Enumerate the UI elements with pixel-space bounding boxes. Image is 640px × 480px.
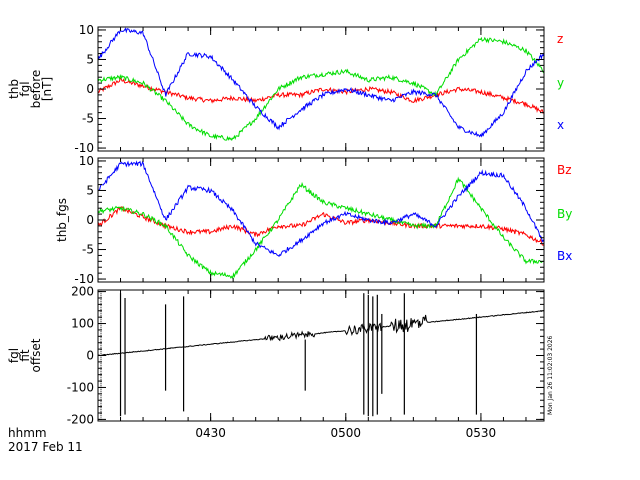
y-axis-label: thb_fgs — [55, 198, 69, 242]
y-axis-label-line: before — [29, 70, 43, 109]
y-tick-label: 5 — [86, 183, 94, 197]
series-line-by — [97, 176, 545, 280]
y-tick-label: -5 — [82, 243, 94, 257]
series-line-bx — [97, 160, 545, 258]
y-tick-label: 0 — [86, 349, 94, 363]
y-tick-label: 0 — [86, 213, 94, 227]
y-tick-label: 200 — [71, 285, 94, 299]
y-tick-label: 10 — [79, 23, 94, 37]
legend-entry-bx: Bx — [557, 249, 572, 263]
footer-date: 2017 Feb 11 — [8, 440, 83, 454]
legend-entry-z: z — [557, 32, 563, 46]
y-axis-label-line: fgl — [18, 81, 32, 96]
y-tick-label: -10 — [74, 272, 94, 286]
y-tick-label: 0 — [86, 82, 94, 96]
x-tick-label: 0530 — [466, 426, 497, 440]
y-axis-label-line: offset — [29, 338, 43, 372]
x-tick-label: 0430 — [195, 426, 226, 440]
y-axis-label-line: [nT] — [40, 77, 54, 101]
y-axis-label-line: fit — [18, 349, 32, 362]
legend: Bz By Bx — [557, 163, 572, 263]
panel-thb-fgs: -10 -5 0 5 10 thb_fgs Bz By Bx — [55, 154, 572, 286]
series-line-y — [97, 36, 545, 142]
timestamp-label: Mon Jan 26 11:02:03 2026 — [547, 335, 554, 415]
series-line-z — [97, 77, 545, 114]
plot-area: -200 -100 0 100 200 0430 0500 0530 — [67, 285, 545, 440]
legend-entry-x: x — [557, 118, 564, 132]
x-tick-label: 0500 — [331, 426, 362, 440]
y-tick-label: -5 — [82, 112, 94, 126]
legend-entry-y: y — [557, 76, 564, 90]
y-tick-label: 10 — [79, 154, 94, 168]
series-line-x — [97, 27, 545, 138]
footer-units: hhmm — [8, 426, 47, 440]
plot-area: -10 -5 0 5 10 — [74, 23, 545, 155]
legend-entry-bz: Bz — [557, 163, 572, 177]
y-tick-label: 5 — [86, 52, 94, 66]
y-tick-label: -100 — [67, 380, 94, 394]
series-line-offset — [97, 310, 545, 357]
series-line-bz — [97, 206, 545, 246]
legend: z y x — [557, 32, 564, 132]
y-axis-label-line: thb — [7, 79, 21, 99]
y-tick-label: -200 — [67, 412, 94, 426]
y-axis-label-line: thb_fgs — [55, 198, 69, 242]
y-tick-label: -10 — [74, 141, 94, 155]
y-axis-label-line: fgl — [7, 348, 21, 363]
legend-entry-by: By — [557, 207, 572, 221]
y-tick-label: 100 — [71, 317, 94, 331]
plot-area: -10 -5 0 5 10 — [74, 154, 545, 286]
